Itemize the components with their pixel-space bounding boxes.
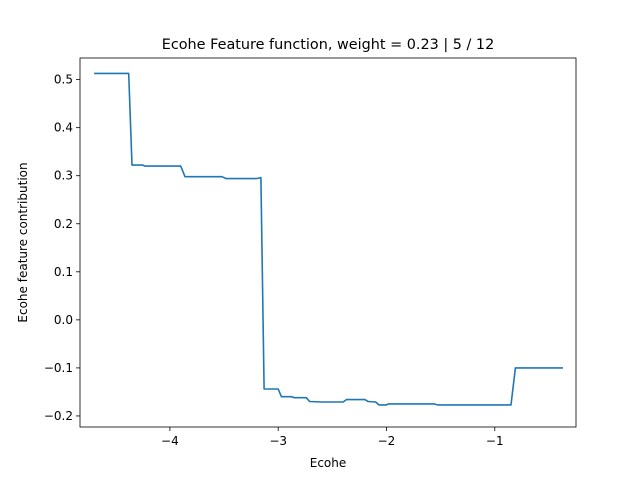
y-tick-label: 0.3 <box>54 169 73 183</box>
x-tick-label: −4 <box>161 434 179 448</box>
chart-title: Ecohe Feature function, weight = 0.23 | … <box>162 37 494 53</box>
x-tick-label: −2 <box>378 434 396 448</box>
y-tick-label: 0.0 <box>54 313 73 327</box>
y-axis-label: Ecohe feature contribution <box>16 162 30 322</box>
y-tick-label: −0.1 <box>44 361 73 375</box>
x-tick-label: −3 <box>269 434 287 448</box>
series-line <box>94 72 563 406</box>
x-tick-label: −1 <box>486 434 504 448</box>
y-tick-label: 0.5 <box>54 73 73 87</box>
x-axis-ticks: −4 −3 −2 −1 <box>161 427 504 448</box>
y-tick-label: −0.2 <box>44 409 73 423</box>
y-tick-label: 0.4 <box>54 121 73 135</box>
y-tick-label: 0.1 <box>54 265 73 279</box>
plot-frame <box>79 57 577 428</box>
x-axis-label: Ecohe <box>310 456 347 470</box>
y-axis-ticks: −0.2 −0.1 0.0 0.1 0.2 0.3 0.4 0.5 <box>44 73 80 423</box>
line-layer <box>94 72 563 406</box>
y-tick-label: 0.2 <box>54 217 73 231</box>
